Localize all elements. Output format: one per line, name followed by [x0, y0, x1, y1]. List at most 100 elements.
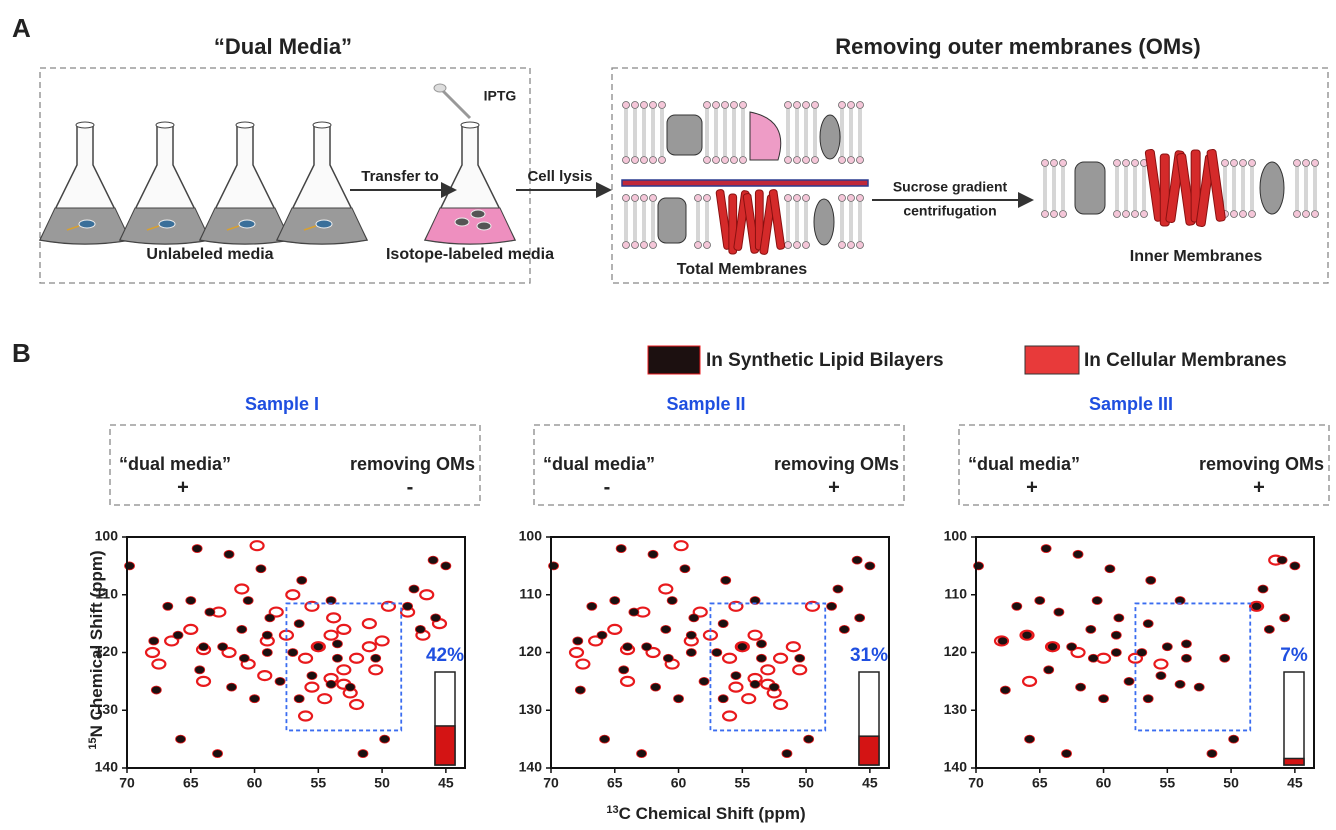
- flasks: [40, 122, 515, 244]
- black-peak: [243, 597, 253, 605]
- lipid-tail: [1305, 167, 1307, 210]
- black-peak: [1264, 625, 1274, 633]
- y-tick-label: 110: [95, 585, 118, 601]
- black-peak: [1280, 614, 1290, 622]
- black-peak: [1146, 576, 1156, 584]
- black-peak: [663, 654, 673, 662]
- black-peak: [262, 649, 272, 657]
- y-tick-label: 120: [95, 643, 119, 659]
- red-peak: [318, 694, 331, 703]
- lipid-head: [1141, 211, 1148, 218]
- caption: Unlabeled media: [146, 246, 273, 263]
- percent-bar-frame: [1284, 672, 1304, 765]
- lipid-head: [794, 102, 801, 109]
- black-peak: [1181, 640, 1191, 648]
- red-peak: [675, 541, 688, 550]
- lipid-tail: [661, 109, 663, 156]
- y-tick-label: 140: [95, 759, 119, 775]
- lipid-head: [623, 102, 630, 109]
- black-peak: [1156, 672, 1166, 680]
- black-peak: [833, 585, 843, 593]
- condition-label: removing OMs: [350, 454, 475, 474]
- black-peak: [256, 565, 266, 573]
- lipid-tail: [1116, 167, 1118, 210]
- lipid-tail: [1224, 167, 1226, 210]
- lipid-tail: [1125, 167, 1127, 210]
- black-peak: [1143, 620, 1153, 628]
- lipid-head: [1303, 211, 1310, 218]
- lipid-head: [740, 157, 747, 164]
- lipid-head: [785, 102, 792, 109]
- black-peak: [358, 750, 368, 758]
- black-peak: [1162, 643, 1172, 651]
- black-peak: [428, 556, 438, 564]
- lipid-head: [1123, 211, 1130, 218]
- lipid-tail: [805, 202, 807, 241]
- lipid-tail: [643, 202, 645, 241]
- black-peak: [610, 597, 620, 605]
- black-peak: [313, 643, 323, 651]
- black-peak: [307, 672, 317, 680]
- x-tick-label: 70: [543, 775, 559, 791]
- lipid-head: [623, 157, 630, 164]
- black-peak: [575, 686, 585, 694]
- cell: [159, 220, 175, 228]
- red-peak: [659, 584, 672, 593]
- red-peak: [299, 654, 312, 663]
- lipid-head: [1132, 211, 1139, 218]
- lipid-tail: [850, 202, 852, 241]
- lipid-head: [704, 242, 711, 249]
- flask-mouth: [236, 122, 254, 128]
- black-peak: [661, 625, 671, 633]
- black-peak: [1181, 654, 1191, 662]
- black-peak: [239, 654, 249, 662]
- black-peak: [250, 695, 260, 703]
- lipid-tail: [1053, 167, 1055, 210]
- black-peak: [1054, 608, 1064, 616]
- red-peak: [369, 665, 382, 674]
- black-peak: [173, 631, 183, 639]
- black-peak: [192, 545, 202, 553]
- lipid-tail: [787, 109, 789, 156]
- black-peak: [380, 735, 390, 743]
- red-peak: [350, 654, 363, 663]
- protein: [667, 115, 702, 155]
- lipid-head: [704, 102, 711, 109]
- x-tick-label: 45: [862, 775, 878, 791]
- lipid-tail: [634, 109, 636, 156]
- lipid-head: [659, 157, 666, 164]
- x-tick-label: 50: [374, 775, 390, 791]
- legend-label: In Cellular Membranes: [1084, 350, 1287, 371]
- black-peak: [1022, 631, 1032, 639]
- lipid-tail: [706, 109, 708, 156]
- lipid-head: [803, 242, 810, 249]
- lipid-head: [632, 157, 639, 164]
- black-peak: [674, 695, 684, 703]
- lipid-head: [695, 195, 702, 202]
- black-peak: [619, 666, 629, 674]
- lipid-tail: [850, 109, 852, 156]
- medium: [425, 208, 515, 244]
- black-peak: [332, 654, 342, 662]
- lipid-tail: [697, 202, 699, 241]
- section-title: “Dual Media”: [214, 34, 352, 59]
- x-tick-label: 55: [735, 775, 751, 791]
- lipid-tail: [1314, 167, 1316, 210]
- lipid-tail: [859, 202, 861, 241]
- lipid-head: [650, 195, 657, 202]
- black-peak: [1220, 654, 1230, 662]
- y-tick-label: 130: [519, 701, 543, 717]
- black-peak: [623, 643, 633, 651]
- red-peak: [152, 660, 165, 669]
- x-tick-label: 65: [607, 775, 623, 791]
- red-peak: [570, 648, 583, 657]
- condition-sign: +: [1253, 476, 1265, 498]
- red-peak: [350, 700, 363, 709]
- superscript: 13: [606, 804, 618, 816]
- condition-label: “dual media”: [543, 454, 655, 474]
- panel-label: B: [12, 338, 31, 368]
- lipid-tail: [742, 109, 744, 156]
- x-tick-label: 60: [247, 775, 263, 791]
- percent-bar: [1284, 758, 1304, 765]
- condition-label: removing OMs: [774, 454, 899, 474]
